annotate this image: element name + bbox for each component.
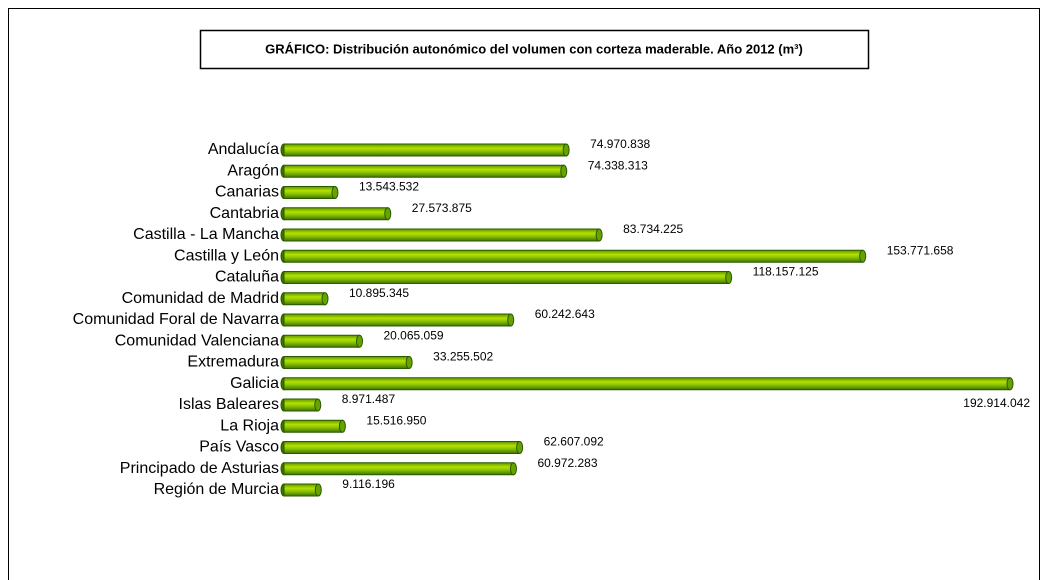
bar-cap-end: [1006, 377, 1014, 391]
bar-cap-end: [384, 207, 392, 221]
bar: [283, 313, 512, 327]
bar: [283, 292, 326, 306]
bar: [283, 419, 343, 433]
bar-cap-end: [331, 186, 339, 199]
bar-cap-end: [507, 313, 515, 327]
bar-cap-end: [516, 441, 524, 454]
value-label: 10.895.345: [349, 286, 409, 300]
value-label: 8.971.487: [342, 392, 396, 406]
value-label: 74.338.313: [588, 158, 648, 172]
y-tick-label: Comunidad Foral de Navarra: [73, 311, 279, 328]
value-label: 15.516.950: [366, 413, 426, 427]
bar-cap-end: [859, 249, 867, 263]
value-label: 83.734.225: [623, 222, 683, 236]
bar-cap-end: [321, 292, 329, 306]
bar-cap-end: [560, 164, 568, 178]
y-tick-label: Aragón: [227, 162, 279, 179]
bar: [283, 377, 1011, 391]
bar-cap-end: [314, 398, 322, 412]
y-tick-label: La Rioja: [220, 417, 279, 434]
chart-frame: [8, 8, 1040, 580]
bar: [283, 462, 514, 476]
y-tick-label: País Vasco: [199, 439, 279, 456]
bar: [283, 441, 521, 454]
value-label: 62.607.092: [544, 435, 604, 449]
bar: [283, 356, 410, 369]
bar-cap-end: [562, 143, 570, 157]
bar-cap-end: [338, 419, 346, 433]
y-tick-label: Principado de Asturias: [120, 460, 279, 477]
bar-cap-end: [509, 462, 517, 476]
bar: [283, 398, 319, 412]
bar-cap-end: [314, 483, 322, 497]
value-label: 20.065.059: [384, 328, 444, 342]
value-label: 192.914.042: [963, 396, 1030, 410]
y-tick-label: Canarias: [215, 184, 279, 201]
bar: [283, 271, 730, 284]
value-label: 74.970.838: [590, 137, 650, 151]
bar: [283, 228, 600, 242]
y-tick-label: Islas Baleares: [179, 396, 280, 413]
y-tick-label: Castilla y León: [174, 247, 279, 264]
value-label: 13.543.532: [359, 180, 419, 194]
value-label: 60.972.283: [537, 456, 597, 470]
value-label: 27.573.875: [412, 201, 472, 215]
value-label: 153.771.658: [887, 243, 954, 257]
bar: [283, 249, 864, 263]
bar: [283, 143, 567, 157]
bar: [283, 207, 389, 221]
bar: [283, 164, 565, 178]
value-label: 9.116.196: [342, 477, 395, 491]
value-label: 33.255.502: [433, 350, 493, 364]
value-label: 118.157.125: [753, 265, 819, 279]
y-tick-label: Región de Murcia: [154, 481, 280, 498]
y-tick-label: Comunidad Valenciana: [115, 332, 279, 349]
y-tick-label: Comunidad de Madrid: [122, 290, 279, 307]
bar: [283, 186, 336, 199]
y-tick-label: Andalucía: [208, 141, 279, 158]
bar: [283, 334, 361, 348]
y-tick-label: Cantabria: [210, 205, 279, 222]
chart-title: GRÁFICO: Distribución autonómico del vol…: [265, 41, 803, 56]
y-tick-label: Castilla - La Mancha: [133, 226, 279, 243]
y-tick-label: Extremadura: [187, 354, 279, 371]
value-label: 60.242.643: [535, 307, 595, 321]
bar: [283, 483, 319, 497]
y-tick-label: Cataluña: [215, 269, 279, 286]
bar-cap-end: [595, 228, 603, 242]
title-box: [199, 29, 870, 70]
y-tick-label: Galicia: [230, 375, 279, 392]
bar-cap-end: [356, 334, 364, 348]
bar-cap-end: [405, 356, 413, 369]
bar-cap-end: [725, 271, 733, 284]
